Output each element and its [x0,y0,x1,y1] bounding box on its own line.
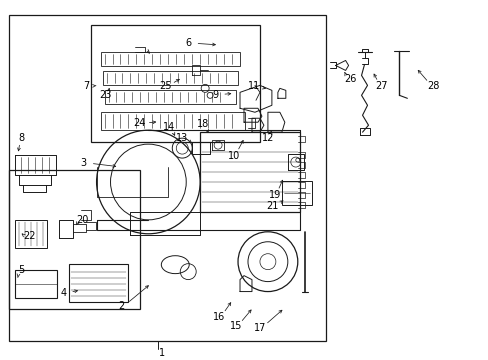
Text: 18: 18 [197,120,209,129]
Text: 27: 27 [375,81,387,91]
Text: 25: 25 [159,81,171,91]
Text: 21: 21 [266,201,278,211]
Text: 3: 3 [81,158,87,168]
Text: 28: 28 [427,81,439,91]
Text: 23: 23 [99,90,112,100]
Text: 10: 10 [227,150,240,161]
Text: 4: 4 [60,288,66,298]
Bar [104,90,236,104]
Text: 15: 15 [229,321,242,331]
Text: 19: 19 [268,190,280,200]
Bar [90,24,260,142]
Text: 20: 20 [77,215,89,225]
Text: 9: 9 [212,90,218,100]
Bar [15,220,47,248]
Text: 7: 7 [83,81,89,91]
Text: 2: 2 [119,301,124,311]
Text: 26: 26 [344,74,356,84]
Bar [9,15,325,341]
Text: 12: 12 [261,133,273,143]
Text: 1: 1 [158,348,164,358]
Bar [101,112,244,130]
Text: 13: 13 [176,133,188,143]
Bar [9,170,140,310]
Text: 8: 8 [19,133,24,143]
Bar [200,132,299,212]
Text: 24: 24 [133,118,145,128]
Text: 6: 6 [185,38,191,48]
Text: 22: 22 [23,230,35,240]
Bar [15,270,57,297]
Text: 17: 17 [253,323,266,333]
Text: 14: 14 [163,122,175,132]
Text: 16: 16 [213,312,225,322]
Text: 5: 5 [18,265,24,275]
Bar [68,264,128,302]
Bar [101,53,240,67]
Bar [281,181,311,205]
Bar [102,71,238,85]
Text: 11: 11 [247,81,260,91]
